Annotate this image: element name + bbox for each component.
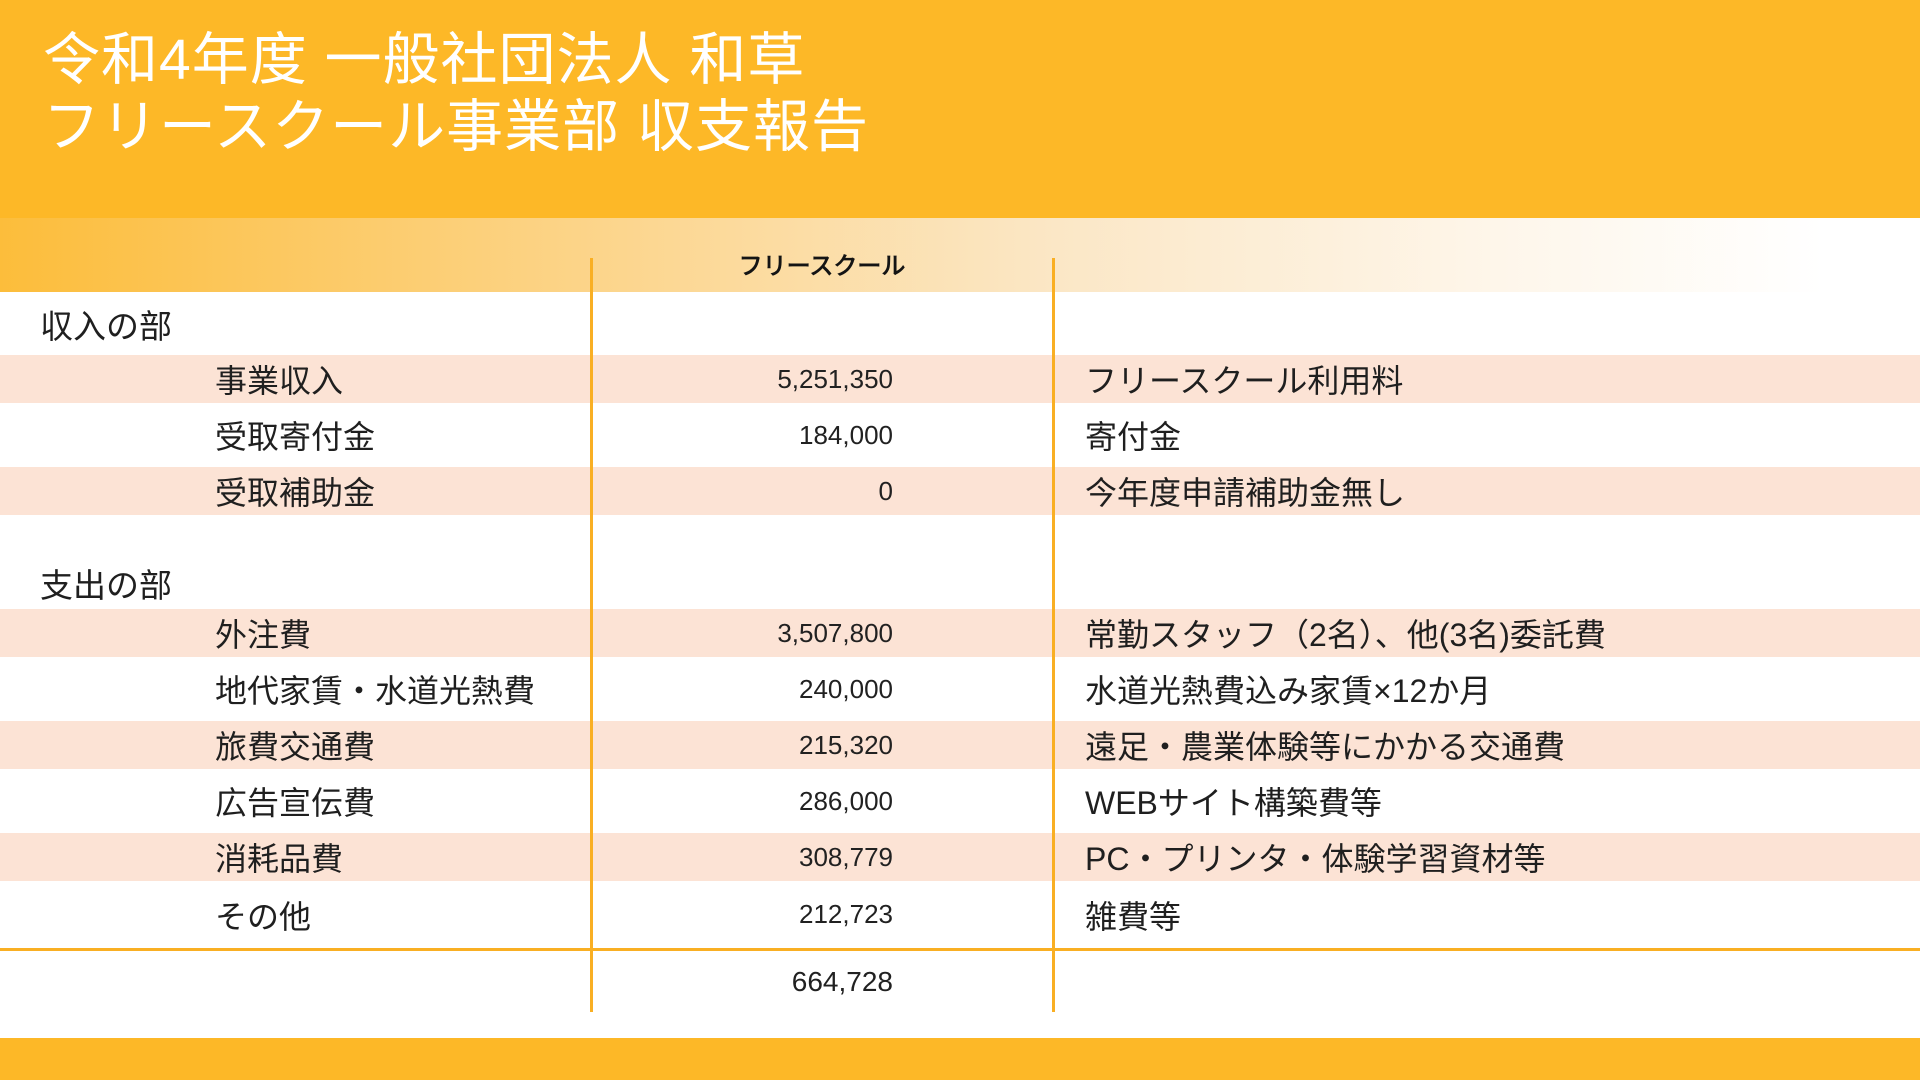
section-spacer	[0, 515, 1920, 556]
table-row: 消耗品費 308,779 PC・プリンタ・体験学習資材等	[0, 833, 1920, 881]
total-divider-line	[0, 948, 1920, 951]
header-banner: 令和4年度 一般社団法人 和草 フリースクール事業部 収支報告	[0, 0, 1920, 218]
section-label: 支出の部	[40, 566, 172, 604]
table-row: 旅費交通費 215,320 遠足・農業体験等にかかる交通費	[0, 721, 1920, 769]
item-amount: 5,251,350	[777, 363, 893, 394]
item-amount: 215,320	[799, 729, 893, 760]
item-amount: 212,723	[799, 899, 893, 929]
section-header-row: 支出の部	[0, 556, 1920, 609]
total-amount: 664,728	[791, 965, 893, 997]
item-amount: 184,000	[799, 419, 893, 450]
report-title-line2: フリースクール事業部 収支報告	[43, 94, 869, 159]
item-label: 地代家賃・水道光熱費	[215, 673, 536, 709]
table-row: 受取寄付金 184,000 寄付金	[0, 403, 1920, 467]
item-label: 受取寄付金	[215, 419, 376, 455]
report-title: 令和4年度 一般社団法人 和草 フリースクール事業部 収支報告	[0, 0, 1920, 160]
table-row: その他 212,723 雑費等	[0, 881, 1920, 948]
item-label: 広告宣伝費	[215, 785, 376, 821]
table-row: 外注費 3,507,800 常勤スタッフ（2名）、他(3名)委託費	[0, 609, 1920, 657]
report-table: 収入の部事業収入 5,251,350 フリースクール利用料受取寄付金 184,000 寄…	[0, 292, 1920, 1012]
section-header-row: 収入の部	[0, 292, 1920, 355]
item-label: 消耗品費	[215, 841, 344, 877]
item-note: 常勤スタッフ（2名）、他(3名)委託費	[1085, 617, 1606, 653]
table-row: 受取補助金 0 今年度申請補助金無し	[0, 467, 1920, 515]
column-divider-left	[590, 258, 593, 1012]
item-amount: 0	[878, 475, 893, 506]
item-note: WEBサイト構築費等	[1085, 785, 1382, 821]
item-amount: 3,507,800	[777, 617, 893, 648]
total-row: 664,728	[0, 951, 1920, 1012]
item-label: 旅費交通費	[215, 729, 376, 765]
column-divider-right	[1052, 258, 1055, 1012]
item-label: 事業収入	[215, 363, 344, 399]
section-label: 収入の部	[40, 307, 172, 345]
item-amount: 308,779	[799, 841, 893, 872]
column-header-band: フリースクール	[0, 218, 1920, 292]
item-note: 遠足・農業体験等にかかる交通費	[1085, 729, 1566, 765]
item-note: 今年度申請補助金無し	[1085, 475, 1406, 511]
item-amount: 286,000	[799, 785, 893, 816]
table-row: 事業収入 5,251,350 フリースクール利用料	[0, 355, 1920, 403]
item-label: 受取補助金	[215, 475, 376, 511]
item-note: 雑費等	[1085, 898, 1182, 935]
table-row: 広告宣伝費 286,000 WEBサイト構築費等	[0, 769, 1920, 833]
item-amount: 240,000	[799, 673, 893, 704]
item-note: フリースクール利用料	[1085, 363, 1404, 399]
table-row: 地代家賃・水道光熱費 240,000 水道光熱費込み家賃×12か月	[0, 657, 1920, 721]
item-note: PC・プリンタ・体験学習資材等	[1085, 841, 1546, 877]
item-note: 寄付金	[1085, 419, 1182, 455]
footer-bar	[0, 1038, 1920, 1080]
item-label: その他	[215, 898, 312, 935]
report-title-line1: 令和4年度 一般社団法人 和草	[43, 28, 806, 92]
item-label: 外注費	[215, 617, 312, 653]
item-note: 水道光熱費込み家賃×12か月	[1085, 673, 1492, 709]
column-header-freeschool: フリースクール	[738, 253, 906, 280]
